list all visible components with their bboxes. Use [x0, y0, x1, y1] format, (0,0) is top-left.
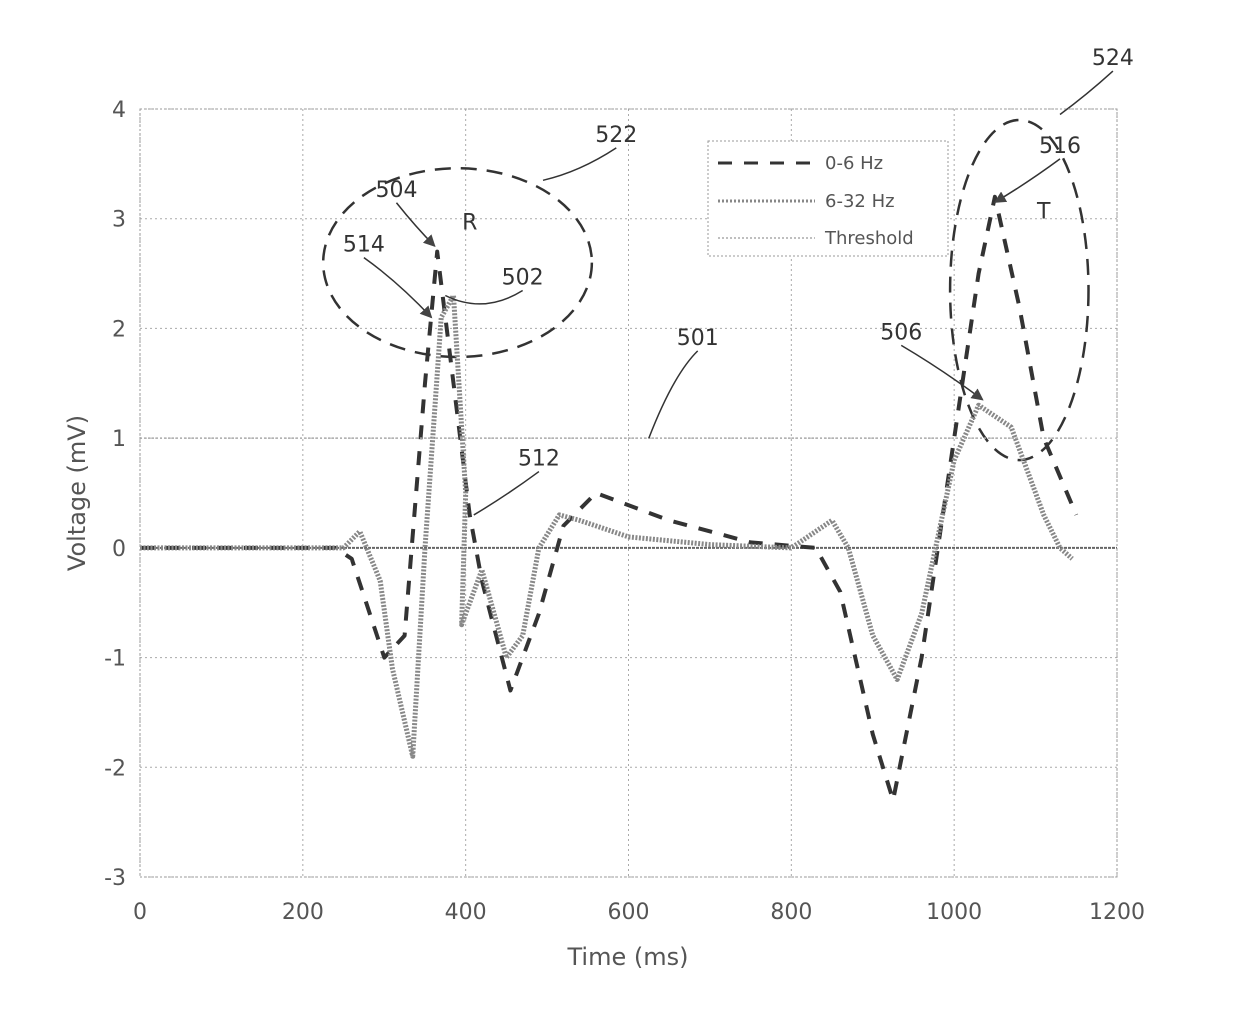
- annotation-502: 502: [502, 266, 544, 291]
- legend-label-6-32hz: 6-32 Hz: [825, 191, 895, 212]
- x-axis-label: Time (ms): [567, 943, 689, 971]
- region-ellipse-524: [948, 118, 1090, 462]
- y-tick-label: 2: [112, 317, 126, 342]
- plot-frame: [139, 108, 1118, 878]
- x-tick-label: 0: [133, 900, 147, 925]
- series-0-6-hz: [140, 194, 1079, 803]
- y-tick-label: -3: [104, 866, 126, 891]
- x-tick-label: 800: [770, 900, 812, 925]
- series-lines: [140, 194, 1079, 803]
- annotation-516: 516: [1039, 134, 1081, 159]
- legend-label-threshold: Threshold: [824, 228, 914, 249]
- callout-leader-502: [444, 289, 524, 305]
- callout-leader-514: [363, 257, 433, 319]
- annotation-512: 512: [518, 447, 560, 472]
- y-tick-label: -2: [104, 756, 126, 781]
- x-tick-label: 400: [445, 900, 487, 925]
- callout-leader-504: [395, 202, 436, 247]
- y-tick-label: 4: [112, 98, 126, 123]
- callout-leader-516: [993, 158, 1061, 203]
- y-tick-label: 0: [112, 537, 126, 562]
- x-tick-label: 1200: [1089, 900, 1145, 925]
- callout-leader-506: [900, 344, 984, 401]
- x-tick-label: 1000: [926, 900, 982, 925]
- annotations: R T 504 514 502 512 501 506 516 522 524: [343, 46, 1134, 516]
- callout-leader-524: [1059, 70, 1114, 116]
- y-tick-label: 3: [112, 208, 126, 233]
- annotation-506: 506: [880, 320, 922, 345]
- callout-leader-522: [542, 147, 617, 182]
- highlight-regions: [321, 118, 1090, 462]
- x-tick-label: 200: [282, 900, 324, 925]
- annotation-514: 514: [343, 233, 385, 258]
- y-tick-label: 1: [112, 427, 126, 452]
- callout-leader-512: [473, 470, 540, 516]
- annotation-522: 522: [595, 123, 637, 148]
- grid: [139, 108, 1118, 878]
- y-tick-label: -1: [104, 647, 126, 672]
- legend-box: [707, 140, 949, 257]
- legend-label-0-6hz: 0-6 Hz: [825, 153, 883, 174]
- legend: 0-6 Hz 6-32 Hz Threshold: [707, 140, 949, 257]
- series-6-32-hz: [140, 293, 1074, 759]
- annotation-501: 501: [677, 326, 719, 351]
- annotation-R: R: [462, 211, 477, 236]
- callout-leader-501: [648, 350, 699, 439]
- tick-labels: 0 200 400 600 800 1000 1200 -3 -2 -1 0 1 2 3 4: [104, 98, 1145, 925]
- region-ellipse-522: [321, 166, 594, 359]
- annotation-504: 504: [375, 178, 417, 203]
- x-tick-label: 600: [608, 900, 650, 925]
- annotation-T: T: [1036, 200, 1051, 225]
- annotation-524: 524: [1092, 46, 1134, 71]
- y-axis-label: Voltage (mV): [63, 415, 91, 571]
